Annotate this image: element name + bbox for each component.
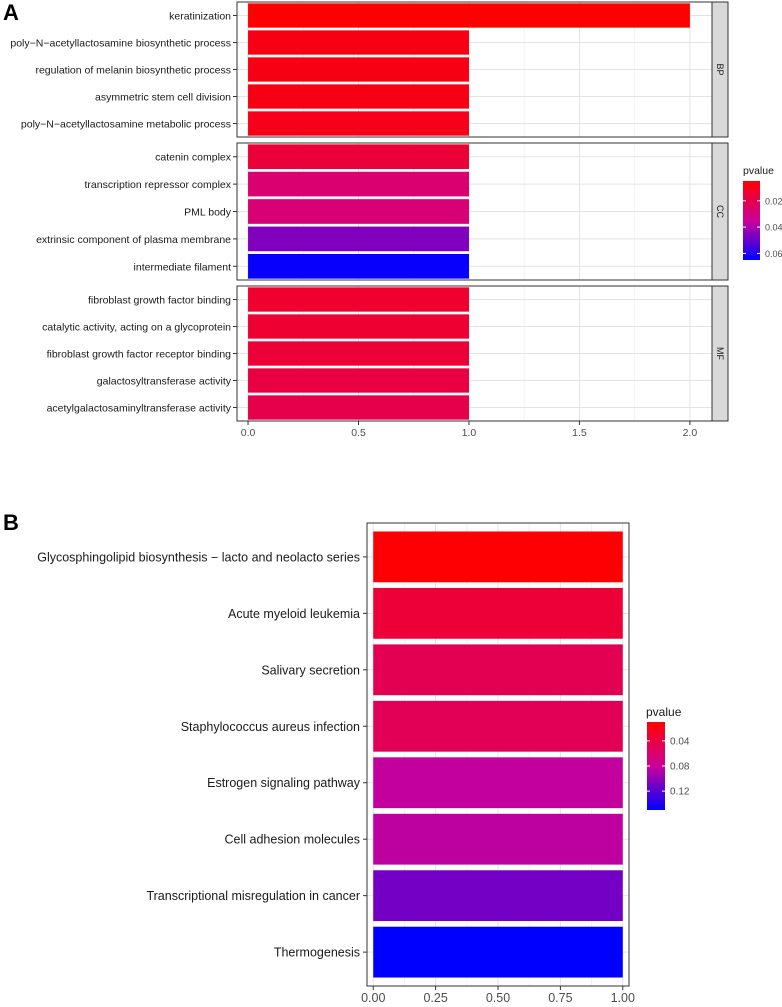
facet-label: BP xyxy=(715,63,725,75)
x-tick-label: 1.0 xyxy=(462,427,477,439)
x-tick-label: 0.5 xyxy=(351,427,366,439)
x-tick-label: 0.00 xyxy=(361,991,385,1005)
category-label: regulation of melanin biosynthetic proce… xyxy=(35,65,231,77)
legend-title: pvalue xyxy=(743,165,774,177)
bar xyxy=(248,171,469,197)
bar xyxy=(373,700,623,752)
category-label: acetylgalactosaminyltransferase activity xyxy=(47,403,232,415)
x-tick-label: 0.25 xyxy=(423,991,447,1005)
bar xyxy=(373,587,623,639)
facet-strip xyxy=(711,285,729,422)
facet-strip xyxy=(711,1,729,138)
category-label: Thermogenesis xyxy=(274,946,360,960)
legend-colorbar xyxy=(743,181,760,260)
x-tick-label: 1.5 xyxy=(572,427,587,439)
category-label: Cell adhesion molecules xyxy=(225,833,361,847)
category-label: Estrogen signaling pathway xyxy=(207,776,361,790)
x-tick-label: 0.0 xyxy=(241,427,256,439)
bar xyxy=(248,84,469,109)
x-tick-label: 0.50 xyxy=(486,991,510,1005)
legend-tick-label: 0.08 xyxy=(670,762,690,773)
category-label: extrinsic component of plasma membrane xyxy=(36,234,231,246)
category-label: keratinization xyxy=(169,11,231,23)
bar xyxy=(248,199,469,224)
bar xyxy=(248,253,469,279)
bar xyxy=(248,30,469,55)
bar xyxy=(248,341,469,366)
category-label: Acute myeloid leukemia xyxy=(228,607,360,621)
bar xyxy=(373,757,623,809)
bar xyxy=(373,531,623,583)
bar xyxy=(248,226,469,252)
facet-label: MF xyxy=(715,347,725,360)
legend-title: pvalue xyxy=(646,705,682,719)
legend-tick-label: 0.04 xyxy=(670,736,690,747)
facet-strip xyxy=(711,142,729,281)
category-label: Salivary secretion xyxy=(261,663,360,677)
bar xyxy=(248,395,469,420)
legend-tick-label: 0.12 xyxy=(670,787,690,798)
legend-tick-label: 0.06 xyxy=(765,249,782,259)
bar xyxy=(248,111,469,136)
bar xyxy=(373,644,623,696)
legend-tick-label: 0.04 xyxy=(765,223,782,233)
bar xyxy=(248,144,469,170)
go-enrichment-chart: keratinization poly−N−acetyllactosamine b… xyxy=(10,1,782,439)
category-label: catalytic activity, acting on a glycopro… xyxy=(42,322,231,334)
bar xyxy=(373,813,623,865)
category-label: Staphylococcus aureus infection xyxy=(181,720,360,734)
bar xyxy=(373,870,623,922)
bar xyxy=(248,287,469,312)
facet-label: CC xyxy=(715,205,725,218)
x-tick-label: 2.0 xyxy=(683,427,698,439)
legend-tick-label: 0.02 xyxy=(765,196,782,206)
panel-label-a: A xyxy=(3,0,19,25)
category-label: catenin complex xyxy=(155,152,232,164)
category-label: asymmetric stem cell division xyxy=(95,92,231,104)
bar xyxy=(248,3,690,28)
category-label: galactosyltransferase activity xyxy=(97,376,232,388)
category-label: fibroblast growth factor binding xyxy=(88,295,231,307)
x-tick-label: 1.00 xyxy=(611,991,635,1005)
bar xyxy=(373,926,623,978)
category-label: poly−N−acetyllactosamine biosynthetic pr… xyxy=(10,38,231,50)
category-label: fibroblast growth factor receptor bindin… xyxy=(47,349,232,361)
category-label: intermediate filament xyxy=(134,261,232,273)
bar xyxy=(248,368,469,393)
bar xyxy=(248,314,469,339)
kegg-enrichment-chart: Glycosphingolipid biosynthesis − lacto a… xyxy=(37,522,690,1005)
bar xyxy=(248,57,469,82)
category-label: Transcriptional misregulation in cancer xyxy=(146,889,360,903)
legend-colorbar xyxy=(647,722,665,810)
panel-label-b: B xyxy=(3,510,19,535)
x-tick-label: 0.75 xyxy=(548,991,572,1005)
category-label: poly−N−acetyllactosamine metabolic proce… xyxy=(21,119,231,131)
category-label: PML body xyxy=(184,207,232,219)
category-label: transcription repressor complex xyxy=(85,179,232,191)
category-label: Glycosphingolipid biosynthesis − lacto a… xyxy=(37,550,360,564)
